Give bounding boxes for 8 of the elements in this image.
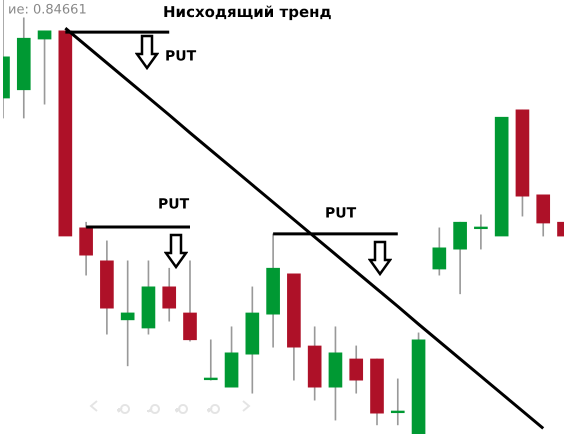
candlestick	[494, 116, 508, 236]
candlestick	[58, 30, 72, 236]
annotation: ие: 0.84661	[8, 2, 87, 18]
candlestick	[38, 30, 52, 104]
annotation: PUT	[165, 48, 197, 65]
chart-title: Нисходящий тренд	[163, 2, 332, 21]
annotation: PUT	[158, 196, 190, 213]
annotation: PUT	[325, 206, 357, 222]
